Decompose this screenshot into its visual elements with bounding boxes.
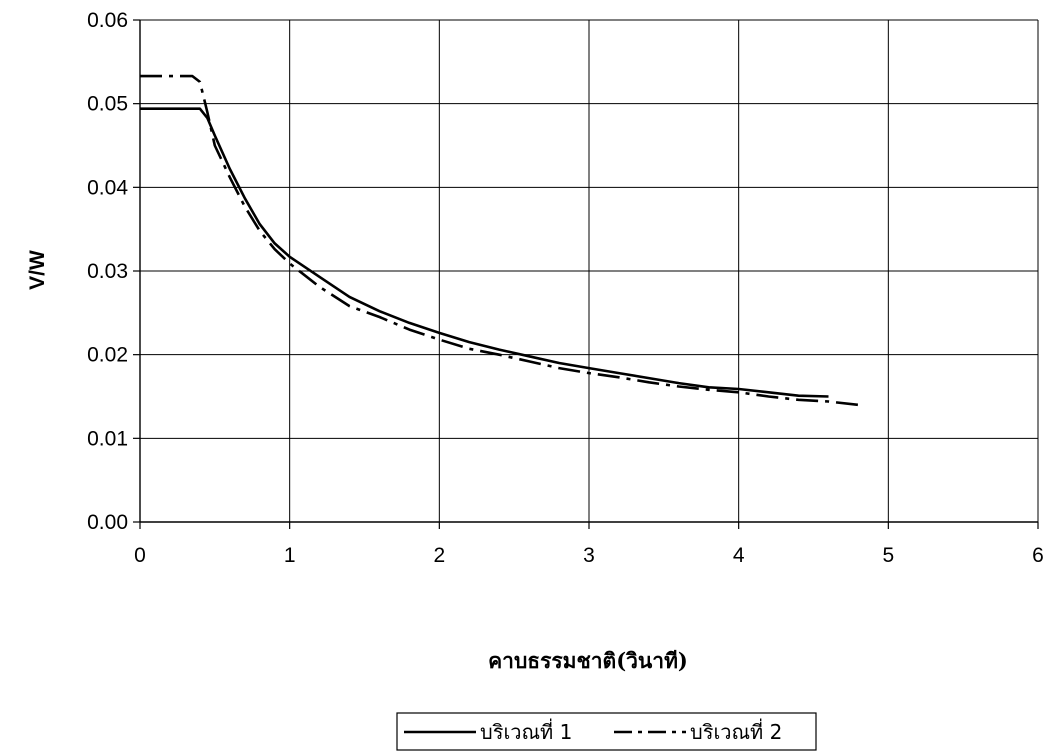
chart-tick-labels: 0.00 0.01 0.02 0.03 0.04 0.05 0.06 0 1 2 3 4 5 6 [87,9,1044,567]
chart-series [140,74,859,407]
chart-grid [140,19,1039,522]
series-line-2 [140,74,859,407]
legend-label-series-1: บริเวณที่ 1 [480,718,572,744]
y-tick-label: 0.03 [87,260,128,283]
x-tick-label: 0 [134,544,146,567]
chart-axes [133,19,1039,529]
y-tick-label: 0.05 [87,93,128,116]
y-tick-label: 0.00 [87,511,128,534]
legend-label-series-2: บริเวณที่ 2 [690,718,782,744]
series-line-1 [140,107,829,398]
x-tick-label: 4 [733,544,745,567]
x-tick-label: 5 [882,544,894,567]
y-tick-label: 0.04 [87,176,128,199]
x-tick-label: 1 [284,544,296,567]
y-axis-title: V/W [26,250,49,290]
y-tick-label: 0.02 [87,344,128,367]
y-tick-label: 0.06 [87,9,128,32]
y-tick-label: 0.01 [87,427,128,450]
x-axis-title: คาบธรรมชาติ(วินาที) [488,648,688,673]
legend: บริเวณที่ 1 บริเวณที่ 2 [396,712,817,751]
x-tick-label: 3 [583,544,595,567]
x-tick-label: 2 [433,544,445,567]
x-tick-label: 6 [1032,544,1044,567]
